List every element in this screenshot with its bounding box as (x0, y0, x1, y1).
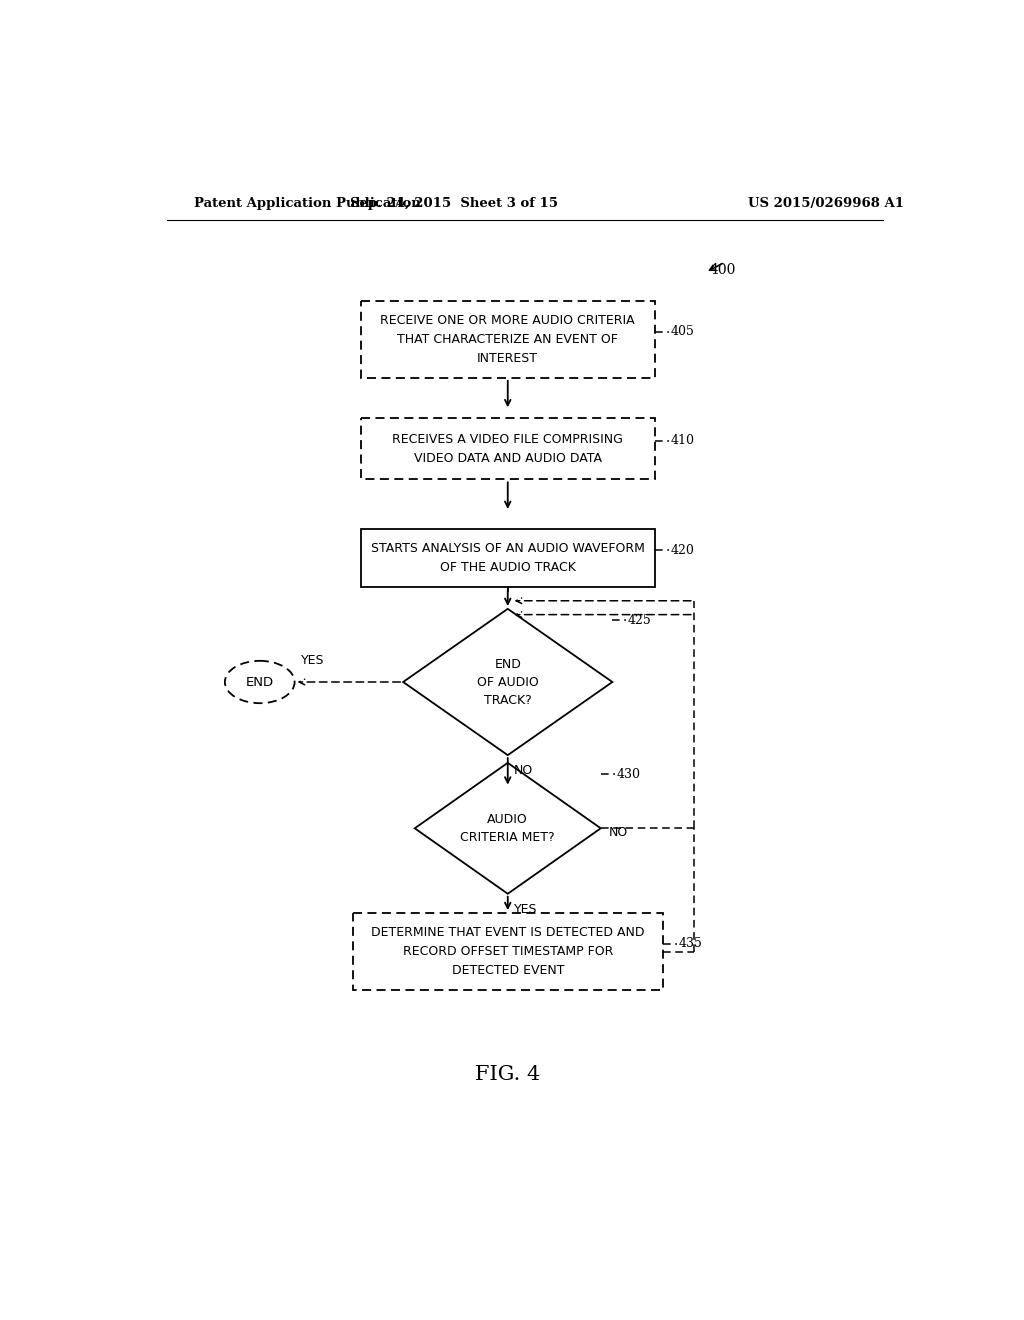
Text: 425: 425 (628, 614, 651, 627)
Text: END: END (246, 676, 273, 689)
Bar (360, 301, 655, 378)
Text: US 2015/0269968 A1: US 2015/0269968 A1 (748, 197, 903, 210)
Ellipse shape (225, 661, 295, 704)
Text: AUDIO
CRITERIA MET?: AUDIO CRITERIA MET? (461, 813, 555, 843)
Text: 405: 405 (671, 325, 694, 338)
Text: NO: NO (514, 764, 534, 777)
Text: FIG. 4: FIG. 4 (475, 1065, 541, 1084)
Text: Patent Application Publication: Patent Application Publication (194, 197, 421, 210)
Text: YES: YES (301, 653, 325, 667)
Bar (352, 913, 663, 990)
Text: 400: 400 (710, 263, 735, 277)
Text: END
OF AUDIO
TRACK?: END OF AUDIO TRACK? (477, 657, 539, 706)
Text: 430: 430 (616, 768, 640, 781)
Text: 410: 410 (671, 434, 694, 447)
Text: RECEIVES A VIDEO FILE COMPRISING
VIDEO DATA AND AUDIO DATA: RECEIVES A VIDEO FILE COMPRISING VIDEO D… (392, 433, 624, 465)
Polygon shape (403, 609, 612, 755)
Polygon shape (415, 763, 601, 894)
Text: 435: 435 (678, 937, 702, 950)
Text: 420: 420 (671, 544, 694, 557)
Text: YES: YES (514, 903, 538, 916)
Bar (360, 418, 655, 479)
Text: Sep. 24, 2015  Sheet 3 of 15: Sep. 24, 2015 Sheet 3 of 15 (349, 197, 557, 210)
Text: STARTS ANALYSIS OF AN AUDIO WAVEFORM
OF THE AUDIO TRACK: STARTS ANALYSIS OF AN AUDIO WAVEFORM OF … (371, 543, 645, 574)
Text: DETERMINE THAT EVENT IS DETECTED AND
RECORD OFFSET TIMESTAMP FOR
DETECTED EVENT: DETERMINE THAT EVENT IS DETECTED AND REC… (371, 927, 644, 977)
Text: RECEIVE ONE OR MORE AUDIO CRITERIA
THAT CHARACTERIZE AN EVENT OF
INTEREST: RECEIVE ONE OR MORE AUDIO CRITERIA THAT … (381, 314, 635, 364)
Text: NO: NO (608, 825, 628, 838)
Bar (360, 529, 655, 587)
